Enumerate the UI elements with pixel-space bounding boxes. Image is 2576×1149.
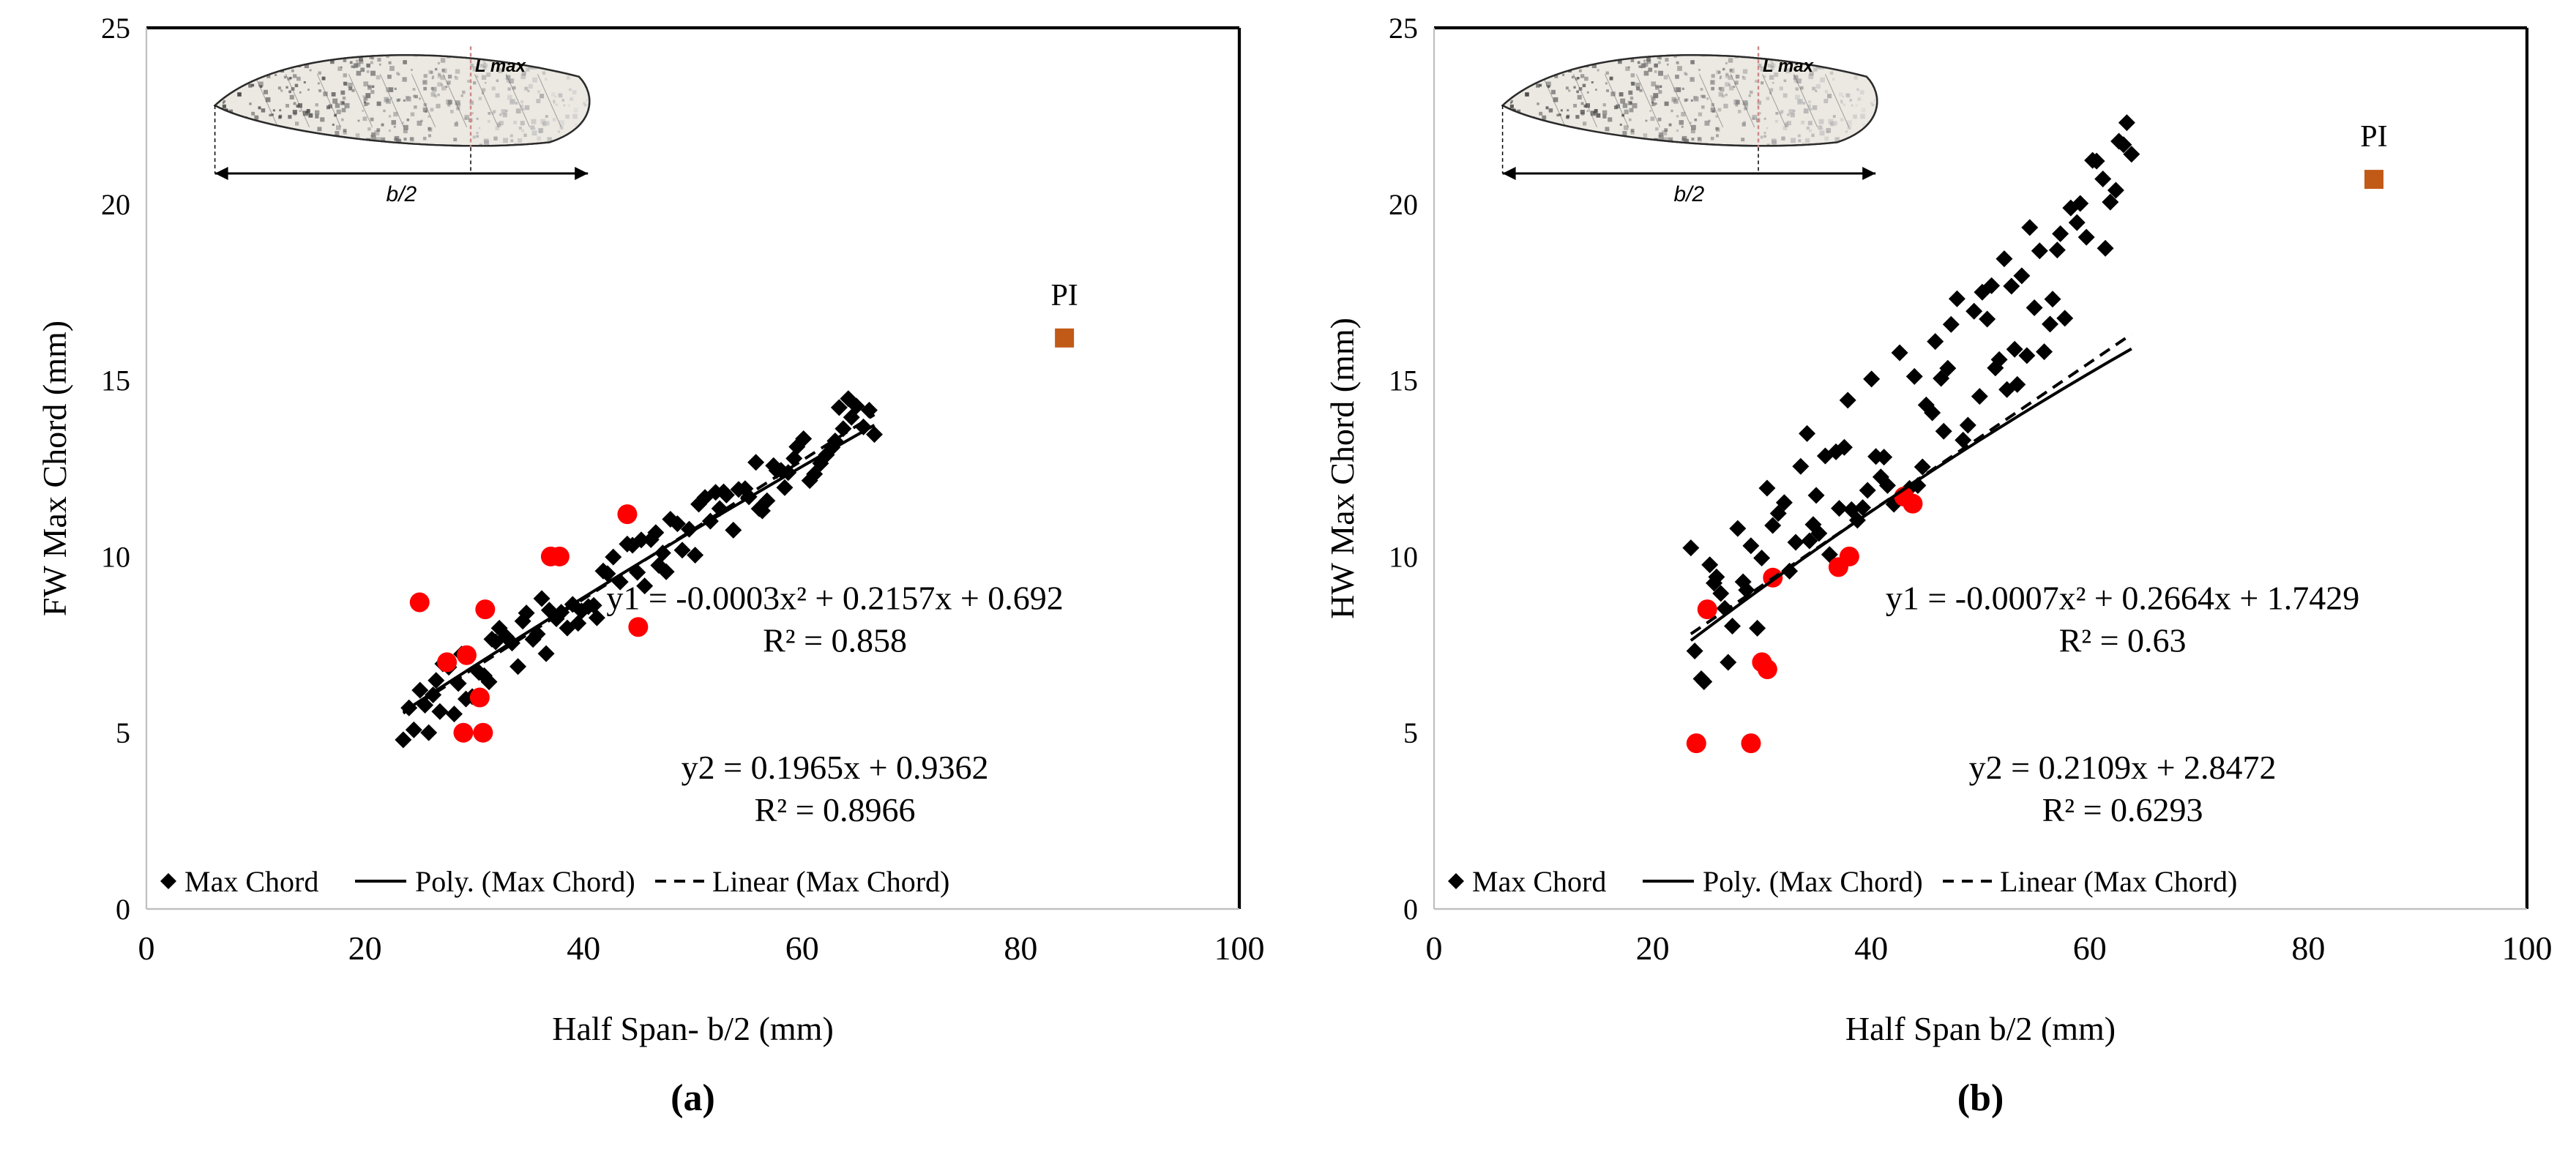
svg-text:20: 20	[1389, 188, 1418, 221]
svg-text:100: 100	[2502, 929, 2553, 967]
svg-text:Max Chord: Max Chord	[184, 865, 318, 898]
svg-text:b/2: b/2	[387, 182, 417, 206]
svg-text:40: 40	[1854, 929, 1888, 967]
svg-text:R² = 0.63: R² = 0.63	[2059, 622, 2187, 659]
svg-text:Half Span b/2 (mm): Half Span b/2 (mm)	[1845, 1010, 2116, 1047]
svg-text:0: 0	[1426, 929, 1443, 967]
svg-text:(b): (b)	[1957, 1077, 2004, 1119]
svg-text:25: 25	[101, 12, 130, 45]
svg-text:5: 5	[1403, 716, 1418, 749]
svg-text:80: 80	[2291, 929, 2325, 967]
svg-text:PI: PI	[2360, 120, 2387, 154]
svg-text:R² = 0.6293: R² = 0.6293	[2042, 791, 2203, 828]
svg-text:10: 10	[101, 540, 130, 573]
svg-text:40: 40	[567, 929, 600, 967]
svg-text:R² = 0.8966: R² = 0.8966	[755, 791, 916, 828]
svg-text:Linear (Max Chord): Linear (Max Chord)	[2000, 865, 2237, 898]
svg-text:Linear (Max Chord): Linear (Max Chord)	[712, 865, 949, 898]
svg-text:L max: L max	[1763, 56, 1815, 76]
svg-text:R² = 0.858: R² = 0.858	[763, 622, 907, 659]
svg-text:y2 = 0.1965x + 0.9362: y2 = 0.1965x + 0.9362	[682, 749, 989, 786]
svg-text:Half Span- b/2 (mm): Half Span- b/2 (mm)	[552, 1010, 834, 1047]
svg-text:PI: PI	[1050, 279, 1078, 312]
svg-text:15: 15	[1389, 364, 1418, 397]
svg-text:60: 60	[785, 929, 819, 967]
svg-text:80: 80	[1004, 929, 1037, 967]
svg-text:10: 10	[1389, 540, 1418, 573]
svg-text:20: 20	[348, 929, 382, 967]
svg-text:y1 = -0.0003x² + 0.2157x + 0.6: y1 = -0.0003x² + 0.2157x + 0.692	[606, 580, 1063, 617]
svg-text:b/2: b/2	[1674, 182, 1705, 206]
svg-text:20: 20	[101, 188, 130, 221]
svg-text:Max Chord: Max Chord	[1472, 865, 1606, 898]
svg-text:Poly. (Max Chord): Poly. (Max Chord)	[1703, 865, 1923, 898]
svg-text:25: 25	[1389, 12, 1418, 45]
svg-text:(a): (a)	[671, 1077, 715, 1119]
svg-text:y2 = 0.2109x + 2.8472: y2 = 0.2109x + 2.8472	[1969, 749, 2277, 786]
svg-text:15: 15	[101, 364, 130, 397]
svg-text:Poly. (Max Chord): Poly. (Max Chord)	[415, 865, 635, 898]
svg-text:60: 60	[2073, 929, 2107, 967]
svg-text:L max: L max	[475, 56, 527, 76]
svg-text:HW Max Chord (mm): HW Max Chord (mm)	[1324, 318, 1361, 619]
svg-text:5: 5	[116, 716, 130, 749]
svg-text:0: 0	[1403, 893, 1418, 926]
svg-text:20: 20	[1636, 929, 1670, 967]
svg-text:100: 100	[1214, 929, 1265, 967]
svg-text:0: 0	[138, 929, 155, 967]
svg-text:0: 0	[116, 893, 130, 926]
svg-text:FW Max Chord (mm): FW Max Chord (mm)	[36, 321, 73, 616]
svg-text:y1 = -0.0007x² + 0.2664x + 1.7: y1 = -0.0007x² + 0.2664x + 1.7429	[1886, 580, 2359, 617]
